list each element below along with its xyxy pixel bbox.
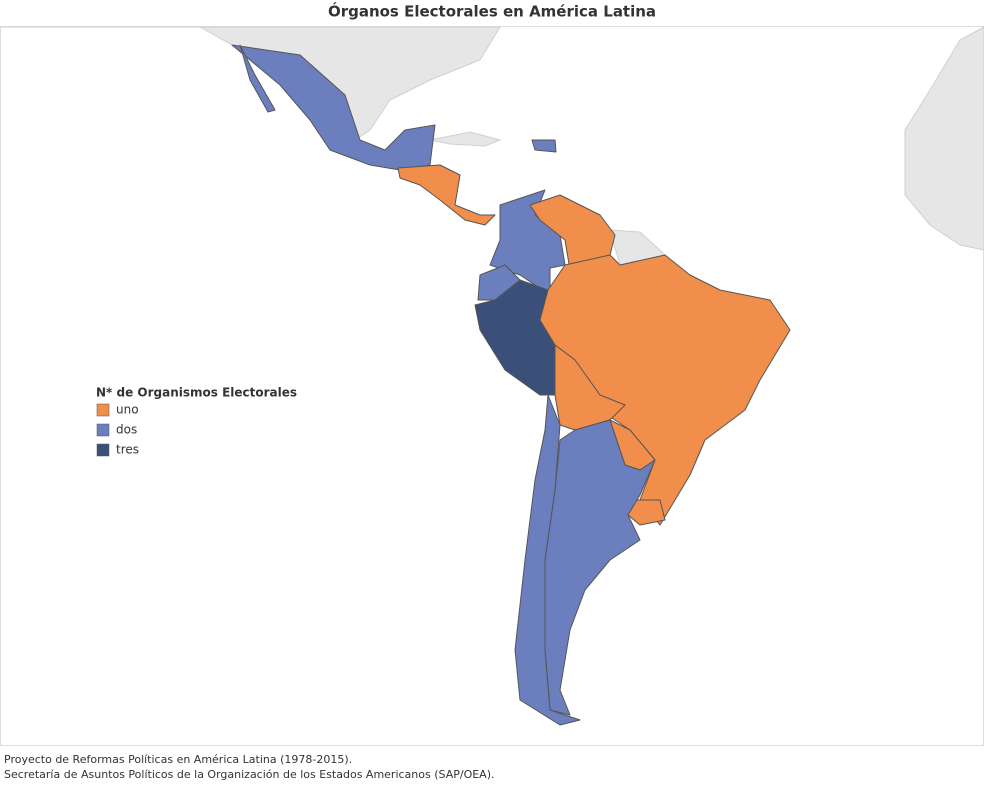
- country: [231, 44, 436, 171]
- title: Órganos Electorales en América Latina: [328, 2, 656, 21]
- legend-label: tres: [116, 443, 139, 457]
- country: [514, 394, 581, 726]
- country: [239, 44, 276, 113]
- countries: [231, 44, 791, 726]
- footer-line: Proyecto de Reformas Políticas en Améric…: [4, 753, 352, 766]
- legend-swatch: [96, 443, 110, 457]
- legend: N* de Organismos Electorales uno dos tres: [96, 386, 297, 457]
- country: [397, 164, 496, 226]
- legend-label: uno: [116, 403, 139, 417]
- country: [531, 139, 557, 153]
- legend-swatch: [96, 423, 110, 437]
- map-frame: [0, 26, 984, 746]
- background-land: [0, 26, 984, 266]
- footer-line: Secretaría de Asuntos Políticos de la Or…: [4, 768, 495, 781]
- legend-label: dos: [116, 423, 137, 437]
- legend-title: N* de Organismos Electorales: [96, 386, 297, 400]
- legend-swatch: [96, 403, 110, 417]
